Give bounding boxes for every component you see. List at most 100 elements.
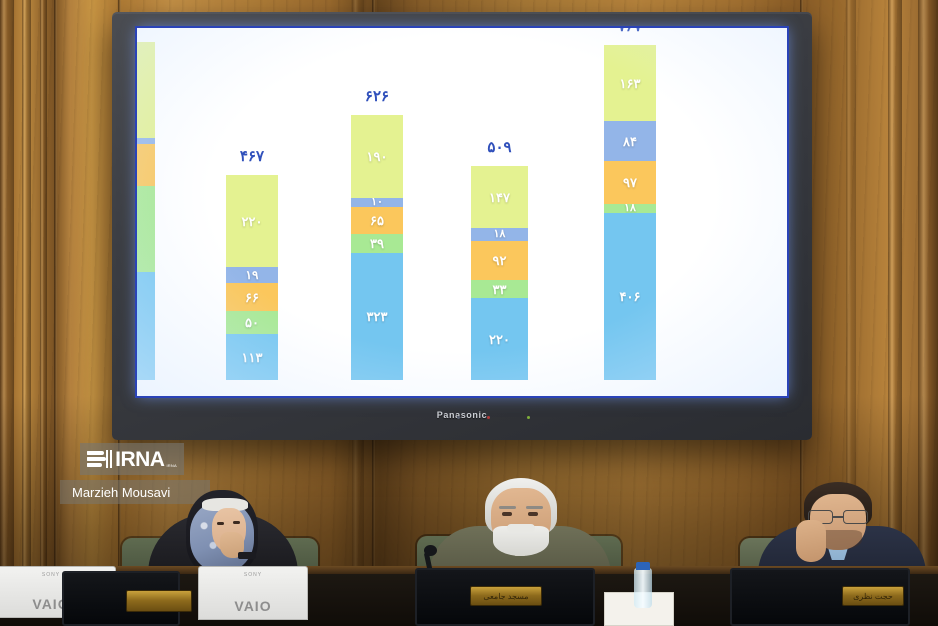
laptop-left-2[interactable]: SONY VAIO (198, 566, 308, 620)
bar-total-label: ۷۶۷ (618, 28, 642, 35)
bar-segment-periwinkle[interactable]: ۸۴ (604, 121, 656, 161)
bar-total-label: ۴۶۷ (239, 148, 265, 165)
bar-segment-sky-blue[interactable]: ۳۲۳ (351, 253, 403, 380)
segment-value-label: ۱۸ (493, 228, 506, 240)
bar-segment-yellow-green[interactable]: ۱۹۰ (351, 115, 403, 198)
segment-value-label: ۳۹ (370, 236, 384, 251)
bar-segment-amber[interactable] (137, 144, 155, 186)
hand-right-person (796, 520, 826, 562)
sony-logo: SONY (41, 572, 61, 578)
bar-segment-amber[interactable]: ۶۶ (226, 283, 278, 311)
stacked-bar[interactable]: ۱۶۳ ۸۴ ۹۷ ۱۸ ۴۰۶ (604, 45, 656, 380)
bar-segment-green[interactable]: ۵۰ (226, 311, 278, 334)
bar-segment-amber[interactable]: ۹۷ (604, 161, 656, 204)
bar-group-5[interactable]: ۷۶۷ ۱۶۳ ۸۴ ۹۷ ۱۸ (604, 28, 656, 380)
bar-segment-sky-blue[interactable]: ۱۱۳ (226, 334, 278, 380)
nameplate-right: حجت نظری (842, 586, 904, 606)
segment-value-label: ۲۲۰ (241, 213, 263, 229)
wall-moulding-right (846, 0, 856, 626)
water-bottle[interactable] (634, 568, 652, 608)
segment-value-label: ۱۴۷ (489, 189, 510, 205)
bar-total-label: ۶۲۶ (364, 88, 390, 105)
irna-logo: IRNA IRNA (87, 449, 177, 470)
eye-left-center (502, 512, 512, 516)
laptop-lid[interactable]: SONY VAIO (198, 566, 308, 620)
tv-brand-label: Panasonic (436, 410, 488, 420)
bar-segment-yellow-green[interactable]: ۱۶۳ (604, 45, 656, 121)
bar-segment-sky-blue[interactable]: ۲۲۰ (471, 298, 528, 380)
segment-value-label: ۳۳ (492, 281, 507, 297)
bar-group-3[interactable]: ۶۲۶ ۱۹۰ ۱۰ ۶۵ ۳۹ (351, 88, 403, 380)
bar-segment-amber[interactable]: ۹۲ (471, 241, 528, 280)
bar-segment-sky-blue[interactable] (137, 272, 155, 380)
wall-panel-seam-1 (54, 0, 57, 626)
segment-value-label: ۶۵ (370, 213, 384, 228)
bar-segment-periwinkle[interactable]: ۱۸ (471, 228, 528, 241)
irna-mark-icon (87, 449, 113, 469)
bar-segment-green[interactable]: ۳۹ (351, 234, 403, 253)
eye-right-center (528, 512, 538, 516)
beard-shadow-right (814, 530, 862, 550)
nameplate-text-center: مسجد جامعی (483, 591, 529, 601)
bottle-cap (636, 562, 650, 570)
nameplate-text-right: حجت نظری (853, 591, 893, 601)
bar-group-2[interactable]: ۴۶۷ ۲۲۰ ۱۹ ۶۶ ۵۰ (226, 148, 278, 380)
segment-value-label: ۱۹ (245, 268, 259, 282)
bar-group-4[interactable]: ۵۰۹ ۱۴۷ ۱۸ ۹۲ ۳۳ (471, 139, 528, 380)
segment-value-label: ۱۸ (624, 204, 636, 213)
segment-value-label: ۸۴ (623, 133, 637, 149)
nameplate-center: مسجد جامعی (470, 586, 542, 606)
irna-watermark: IRNA IRNA (80, 443, 184, 475)
vaio-logo: VAIO (234, 598, 272, 614)
stacked-bar[interactable]: ۱۴۷ ۱۸ ۹۲ ۳۳ ۲۲۰ (471, 166, 528, 380)
bar-segment-yellow-green[interactable] (137, 42, 155, 138)
bar-total-label: ۵۰۹ (487, 139, 512, 156)
eyebrow-left-center (499, 506, 516, 509)
segment-value-label: ۹۷ (623, 175, 637, 190)
segment-value-label: ۱۰ (371, 198, 383, 207)
microphone-head-center[interactable] (424, 545, 437, 556)
nameplate-left (126, 590, 192, 612)
bar-segment-periwinkle[interactable]: ۱۹ (226, 267, 278, 283)
bar-segment-green[interactable] (137, 186, 155, 272)
panasonic-television: ۴۶۷ ۲۲۰ ۱۹ ۶۶ ۵۰ (112, 12, 812, 440)
bar-segment-green[interactable]: ۱۸ (604, 204, 656, 213)
sony-logo: SONY (243, 572, 263, 578)
bar-segment-yellow-green[interactable]: ۱۴۷ (471, 166, 528, 228)
stacked-bar[interactable]: ۱۹۰ ۱۰ ۶۵ ۳۹ ۳۲۳ (351, 115, 403, 380)
irna-subtext: IRNA (166, 462, 177, 468)
tv-led-indicator-1 (457, 416, 460, 419)
segment-value-label: ۴۰۶ (619, 289, 641, 304)
segment-value-label: ۵۰ (245, 315, 259, 330)
eye-right (233, 521, 240, 524)
vaio-logo: VAIO (32, 596, 70, 612)
bar-group-1[interactable] (137, 42, 155, 380)
tv-led-indicator-3 (527, 416, 530, 419)
moustache-center (507, 524, 535, 532)
underscarf-band (202, 498, 248, 511)
wall-moulding-left-2 (22, 0, 31, 626)
stacked-bar-chart: ۴۶۷ ۲۲۰ ۱۹ ۶۶ ۵۰ (137, 28, 787, 396)
segment-value-label: ۳۲۳ (366, 309, 388, 324)
wristwatch (238, 552, 256, 559)
tv-screen: ۴۶۷ ۲۲۰ ۱۹ ۶۶ ۵۰ (137, 28, 787, 396)
segment-value-label: ۶۶ (245, 289, 259, 305)
segment-value-label: ۱۹۰ (366, 149, 388, 164)
stacked-bar[interactable]: ۲۲۰ ۱۹ ۶۶ ۵۰ ۱۱۳ (226, 175, 278, 380)
bar-segment-periwinkle[interactable]: ۱۰ (351, 198, 403, 207)
tv-led-indicator-2 (487, 416, 490, 419)
bar-segment-green[interactable]: ۳۳ (471, 280, 528, 298)
bar-segment-amber[interactable]: ۶۵ (351, 207, 403, 234)
segment-value-label: ۱۱۳ (241, 349, 263, 365)
irna-wordmark: IRNA (115, 447, 165, 471)
segment-value-label: ۹۲ (492, 253, 507, 268)
segment-value-label: ۲۲۰ (489, 331, 510, 347)
wall-moulding-left-3 (40, 0, 47, 626)
eyebrow-right-center (526, 506, 543, 509)
eye-left (217, 522, 224, 525)
bar-segment-yellow-green[interactable]: ۲۲۰ (226, 175, 278, 267)
segment-value-label: ۱۶۳ (619, 75, 641, 91)
bar-segment-sky-blue[interactable]: ۴۰۶ (604, 213, 656, 380)
stacked-bar[interactable] (137, 42, 155, 380)
